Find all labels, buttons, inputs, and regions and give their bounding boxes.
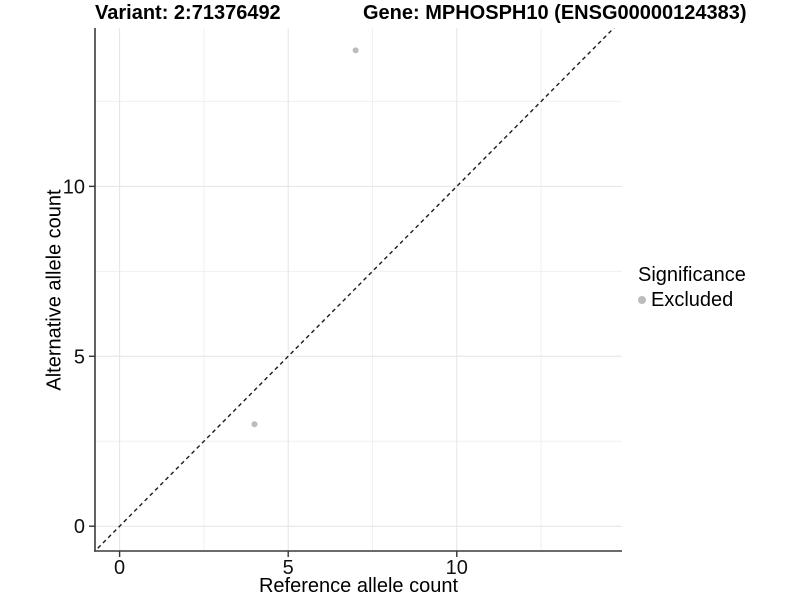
- y-tick-label: 0: [74, 516, 85, 538]
- x-axis-title-text: Reference allele count: [258, 575, 458, 597]
- x-axis-title: Reference allele count: [0, 575, 717, 598]
- legend-point-icon: [638, 296, 646, 304]
- legend-item-label: Excluded: [651, 289, 734, 311]
- gene-title: Gene: MPHOSPH10 (ENSG00000124383): [363, 2, 747, 24]
- data-point: [352, 47, 359, 54]
- legend-title: Significance: [638, 264, 746, 286]
- x-tick-label: 0: [114, 557, 125, 579]
- identity-dashed-line: [95, 28, 615, 551]
- variant-title: Variant: 2:71376492: [95, 2, 281, 24]
- y-tick-label: 5: [74, 346, 85, 368]
- x-tick-label: 10: [446, 557, 468, 579]
- legend: Significance Excluded: [638, 263, 746, 312]
- data-point: [251, 421, 258, 428]
- x-tick-label: 5: [283, 557, 294, 579]
- y-axis-title: Alternative allele count: [43, 189, 66, 391]
- y-tick-label: 10: [63, 176, 85, 198]
- legend-item-excluded: Excluded: [638, 288, 746, 312]
